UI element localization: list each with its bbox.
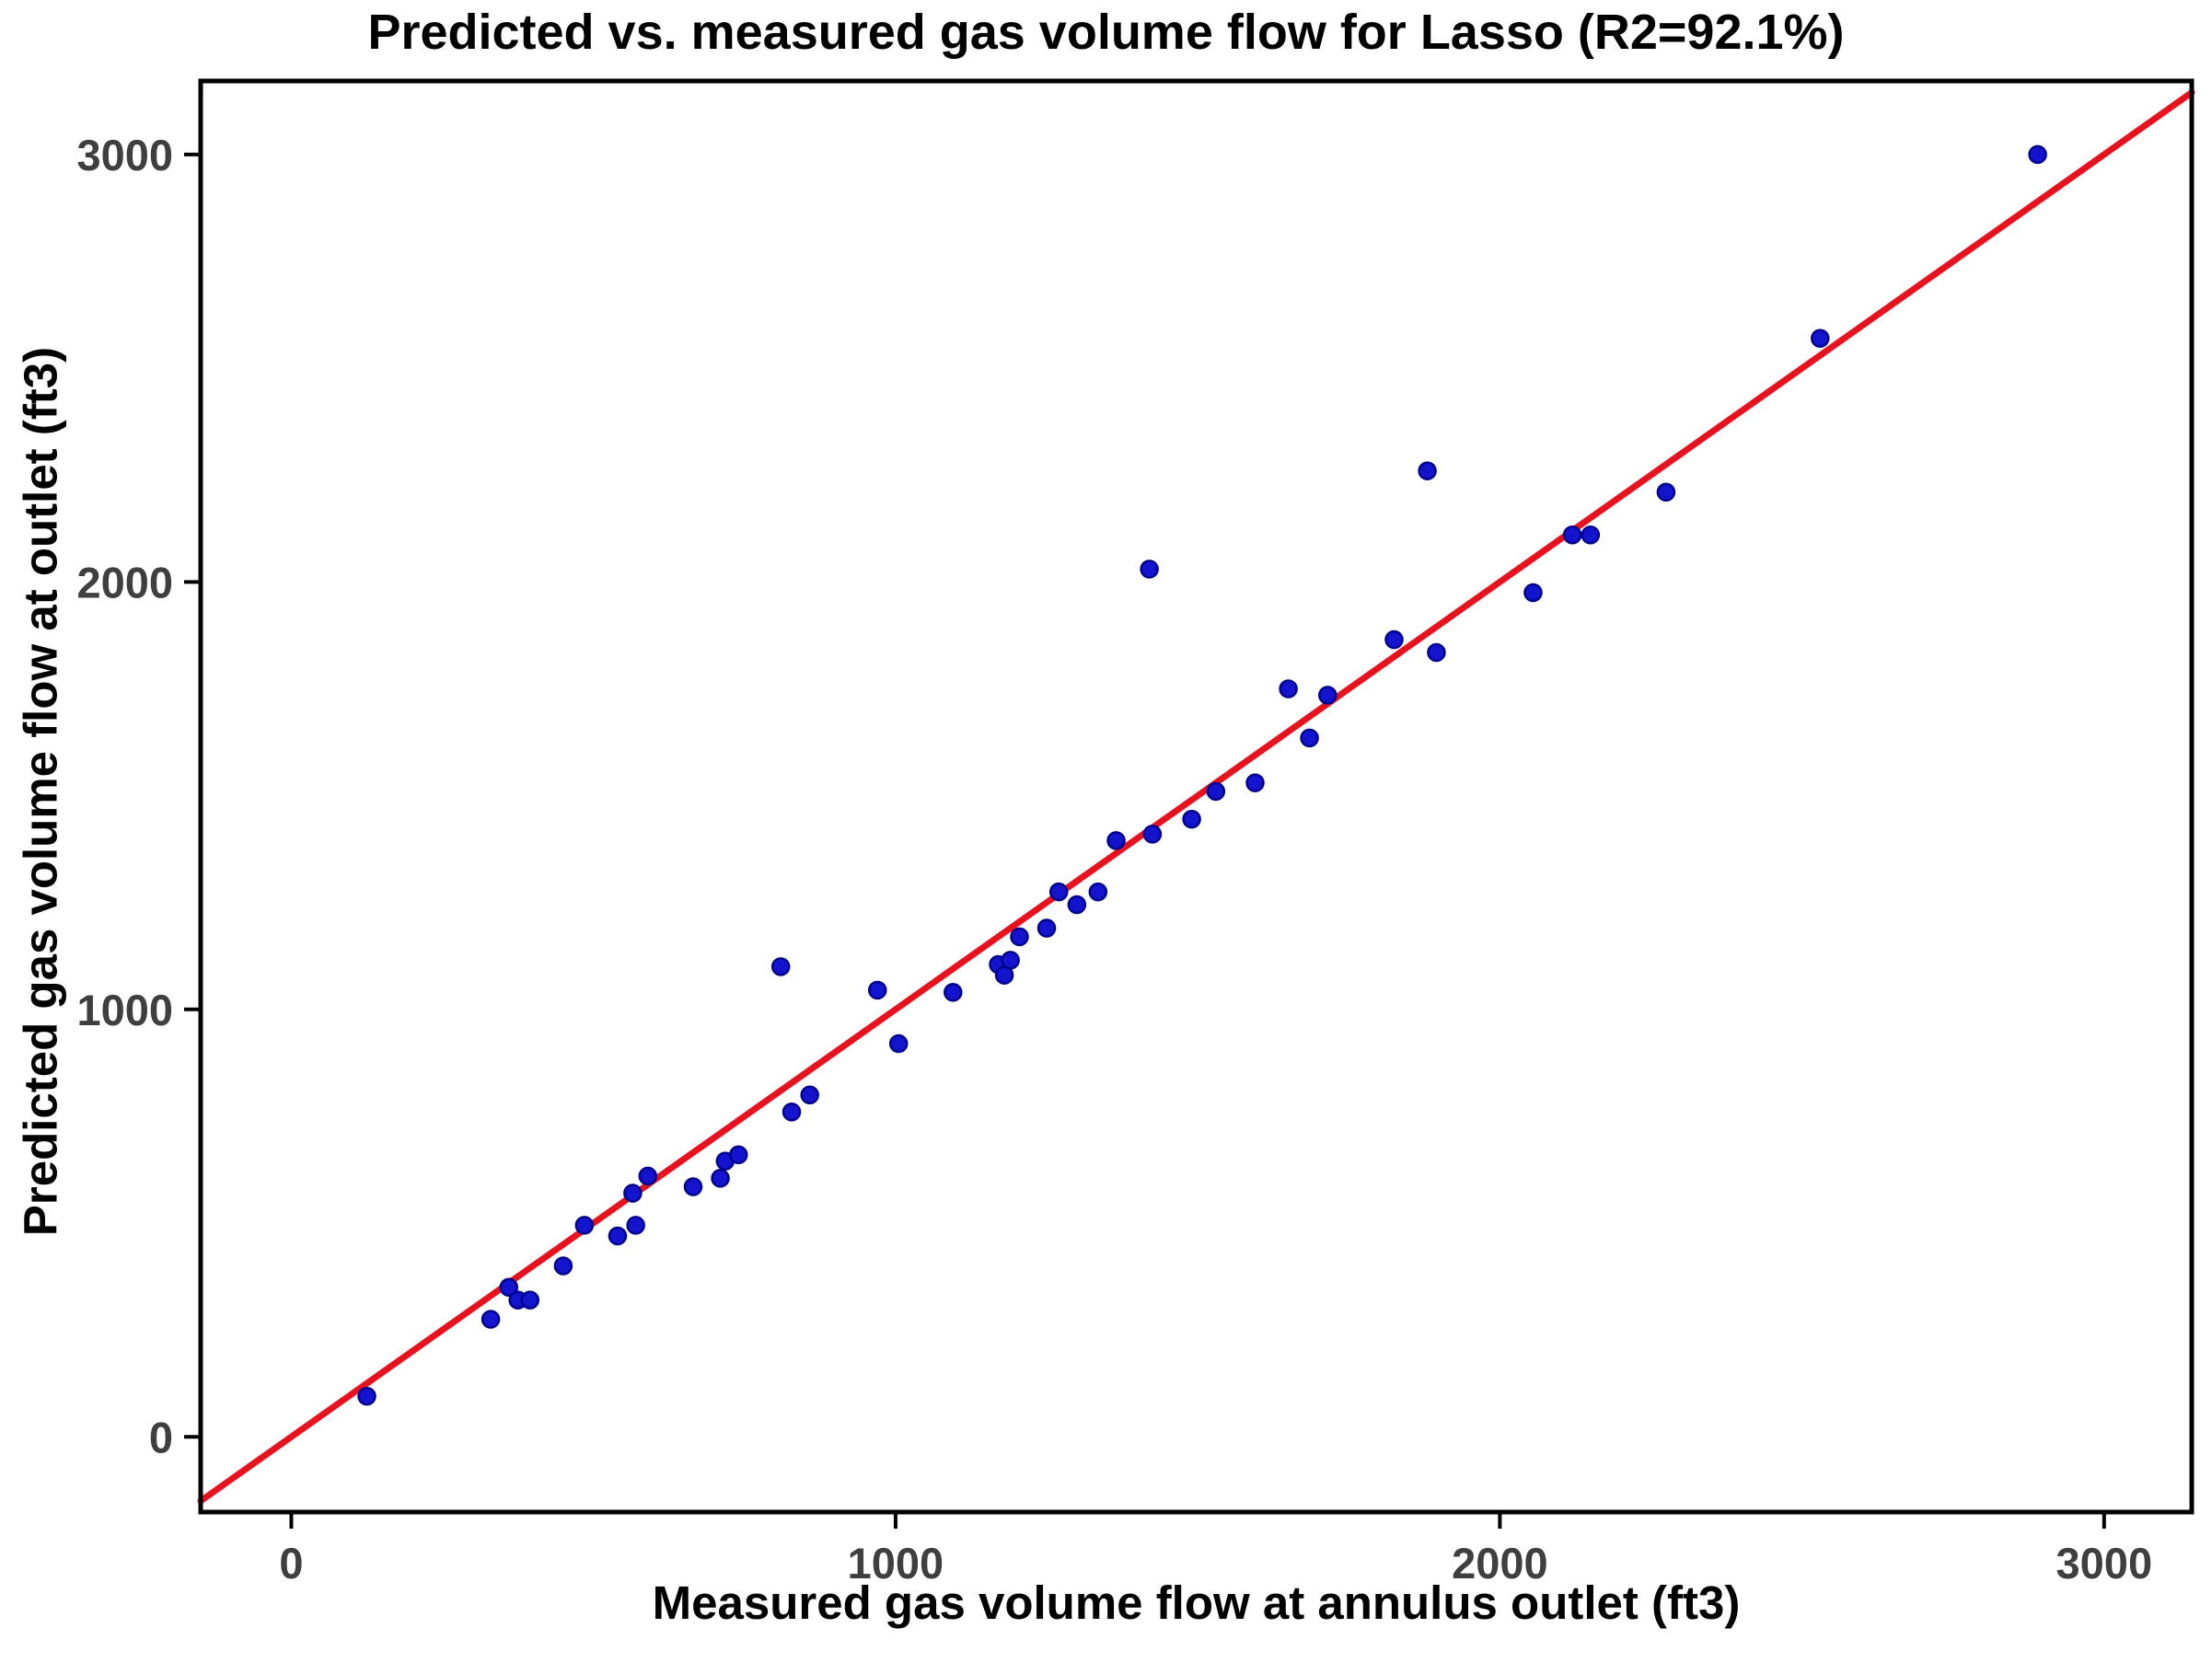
plot-panel-border [198,78,2195,1515]
data-point [944,982,963,1002]
data-point [1562,525,1582,545]
data-point [1142,825,1163,844]
y-tick-label: 1000 [76,986,173,1034]
data-point [499,1277,519,1297]
data-point [1418,461,1437,480]
data-point [608,1226,628,1246]
data-point [623,1184,643,1203]
x-tick-label: 0 [279,1539,303,1588]
data-point [357,1386,376,1406]
data-points [357,144,2047,1406]
data-point [1523,583,1543,603]
data-point [481,1310,501,1329]
y-axis-ticks: 0 1000 2000 3000 [76,131,201,1461]
data-point [1037,918,1057,938]
data-point [711,1169,730,1188]
x-axis-label: Measured gas volume flow at annulus outl… [652,1576,1741,1629]
data-point [574,1216,595,1235]
x-tick-label: 3000 [2056,1539,2153,1588]
data-point [1245,773,1265,792]
data-point [782,1103,802,1122]
data-point [1182,809,1201,829]
y-tick-label: 2000 [76,558,173,606]
data-point [1318,686,1338,705]
data-point [1656,482,1676,502]
x-tick-label: 2000 [1452,1539,1548,1588]
data-point [867,980,887,1000]
chart-title: Predicted vs. measured gas volume flow f… [367,5,1845,60]
data-point [553,1256,573,1276]
data-point [2028,144,2047,165]
data-point [888,1034,909,1054]
data-point [1581,525,1601,545]
data-point [1067,895,1087,915]
data-point [770,957,791,976]
data-point [638,1166,658,1186]
data-point [728,1145,748,1164]
data-point [1140,560,1159,579]
data-point [520,1290,540,1310]
data-point [1300,728,1319,748]
x-axis-ticks: 0 1000 2000 3000 [279,1512,2152,1588]
data-point [1279,679,1298,699]
data-point [626,1216,645,1235]
data-point [1088,882,1108,902]
data-point [683,1177,703,1196]
data-point [1048,882,1069,902]
y-axis-label: Predicted gas volume flow at outlet (ft3… [14,346,67,1237]
data-point [1427,642,1446,663]
identity-line-group [197,89,2195,1505]
data-point [800,1085,819,1104]
identity-line [197,89,2195,1505]
data-point [1106,831,1126,850]
data-point [1384,629,1404,650]
data-point [994,965,1014,985]
data-point [1010,927,1029,947]
data-point [1811,329,1830,348]
y-tick-label: 3000 [76,131,173,179]
x-tick-label: 1000 [848,1539,944,1588]
y-tick-label: 0 [149,1413,173,1461]
data-point [1206,781,1226,802]
